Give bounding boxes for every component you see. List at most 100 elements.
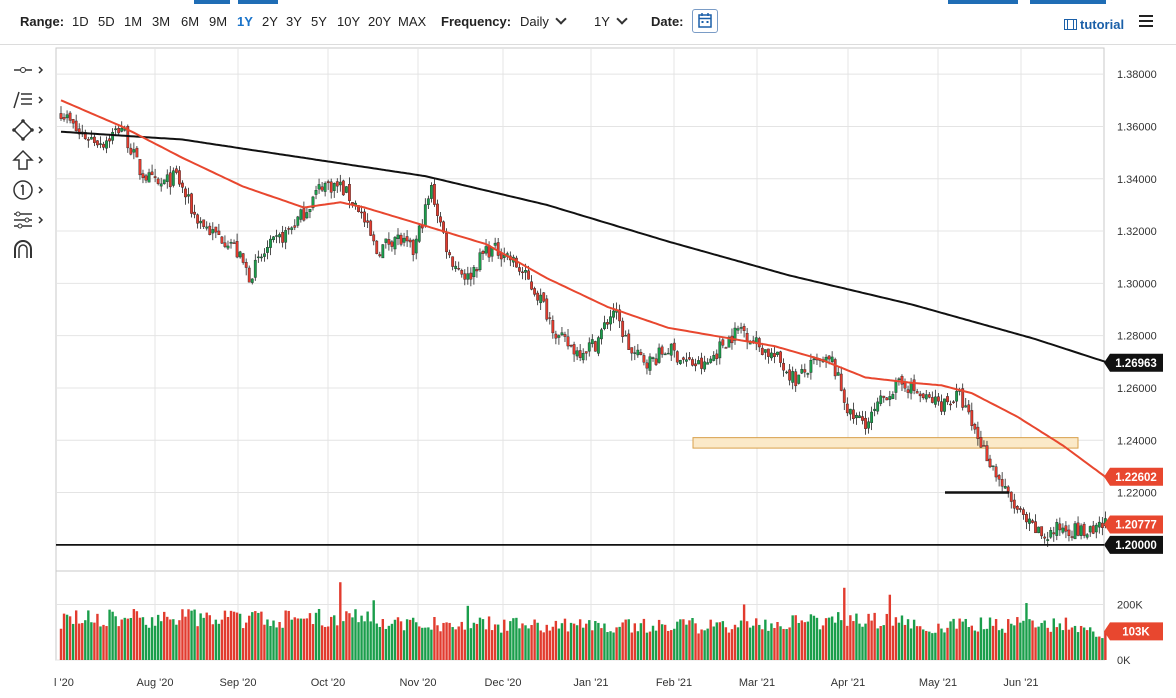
volume-bar — [163, 611, 166, 660]
candle-body — [1082, 523, 1086, 536]
range-button-3m[interactable]: 3M — [152, 14, 171, 29]
volume-bar — [272, 620, 275, 660]
price-tag-label-long_ma: 1.26963 — [1115, 358, 1157, 370]
candle-body — [976, 426, 980, 439]
candle-body — [296, 216, 300, 226]
volume-bar — [973, 630, 977, 660]
volume-bar — [65, 614, 69, 660]
candle-body — [766, 348, 770, 357]
volume-bar — [320, 625, 324, 660]
candle-body — [773, 353, 776, 357]
candle-body — [657, 347, 661, 363]
volume-bar — [888, 594, 892, 660]
volume-bar — [515, 617, 518, 660]
arrow-tool[interactable] — [10, 148, 50, 172]
candle-body — [92, 136, 96, 143]
volume-bar — [421, 627, 424, 660]
volume-bar — [903, 624, 907, 660]
volume-bar — [770, 623, 773, 660]
shapes-tool[interactable] — [10, 118, 50, 142]
range-button-6m[interactable]: 6M — [181, 14, 200, 29]
volume-bar — [132, 609, 136, 660]
volume-bar — [108, 609, 111, 660]
candle-body — [205, 226, 209, 229]
range-button-5y[interactable]: 5Y — [311, 14, 327, 29]
volume-bar — [1034, 627, 1037, 660]
candle-body — [770, 352, 773, 359]
candle-body — [426, 198, 430, 205]
volume-bar — [994, 619, 998, 660]
volume-bar — [997, 630, 1001, 660]
candle-body — [618, 309, 622, 322]
date-picker-button[interactable] — [692, 9, 718, 33]
candle-body — [250, 278, 254, 283]
volume-bar — [372, 600, 375, 660]
candle-body — [338, 181, 342, 186]
candle-body — [1091, 525, 1095, 534]
volume-bar — [909, 628, 913, 660]
volume-bar — [302, 618, 306, 660]
range-button-20y[interactable]: 20Y — [368, 14, 392, 29]
volume-bar — [682, 619, 685, 660]
volume-bar — [1052, 618, 1055, 660]
candle-body — [153, 176, 157, 178]
range-button-9m[interactable]: 9M — [209, 14, 228, 29]
candle-body — [454, 265, 458, 269]
candle-body — [77, 128, 81, 135]
volume-bar — [931, 633, 934, 660]
range-button-max[interactable]: MAX — [398, 14, 427, 29]
candle-body — [545, 298, 549, 320]
volume-bar — [1073, 625, 1077, 660]
period-value: 1Y — [594, 14, 610, 29]
range-button-10y[interactable]: 10Y — [337, 14, 361, 29]
range-button-3y[interactable]: 3Y — [286, 14, 302, 29]
candle-body — [256, 256, 260, 259]
candle-body — [445, 233, 448, 253]
volume-bar — [342, 621, 345, 660]
volume-bar — [487, 616, 491, 660]
volume-bar — [1092, 631, 1095, 660]
period-select[interactable]: 1Y — [594, 13, 628, 31]
volume-bar — [202, 617, 205, 660]
volume-bar — [159, 621, 163, 660]
range-button-1d[interactable]: 1D — [72, 14, 89, 29]
fibonacci-tool[interactable] — [10, 88, 50, 112]
magnet-tool[interactable] — [10, 238, 50, 262]
candle-body — [68, 112, 72, 121]
frequency-select[interactable]: Daily — [520, 13, 567, 31]
candle-body — [293, 225, 297, 228]
menu-button[interactable] — [1139, 15, 1153, 27]
candle-body — [703, 361, 707, 370]
candle-body — [800, 369, 804, 374]
volume-bar — [536, 622, 539, 660]
toolbar-accent-strip — [194, 0, 230, 4]
volume-bar — [864, 623, 867, 660]
candle-body — [876, 401, 880, 412]
range-button-5d[interactable]: 5D — [98, 14, 115, 29]
candle-body — [272, 236, 275, 241]
volume-bar — [548, 630, 551, 660]
candle-body — [724, 347, 728, 349]
candle-body — [524, 270, 527, 273]
candle-body — [733, 327, 737, 341]
volume-bar — [891, 625, 895, 660]
candle-body — [405, 236, 409, 242]
range-button-2y[interactable]: 2Y — [262, 14, 278, 29]
range-button-1y[interactable]: 1Y — [237, 14, 253, 29]
volume-bar — [323, 626, 327, 660]
measure-tool[interactable] — [10, 208, 50, 232]
menu-icon-bar — [1139, 20, 1153, 22]
range-button-1m[interactable]: 1M — [124, 14, 143, 29]
volume-bar — [846, 625, 849, 660]
number-tool[interactable] — [10, 178, 50, 202]
candle-body — [612, 310, 615, 318]
crosshair-tool[interactable] — [10, 58, 50, 82]
candle-body — [269, 238, 272, 248]
candle-body — [861, 416, 864, 421]
candle-body — [138, 159, 142, 176]
tutorial-link[interactable]: tutorial — [1064, 17, 1124, 32]
volume-bar — [1000, 628, 1004, 660]
volume-bar — [645, 632, 649, 660]
volume-bar — [326, 626, 330, 660]
